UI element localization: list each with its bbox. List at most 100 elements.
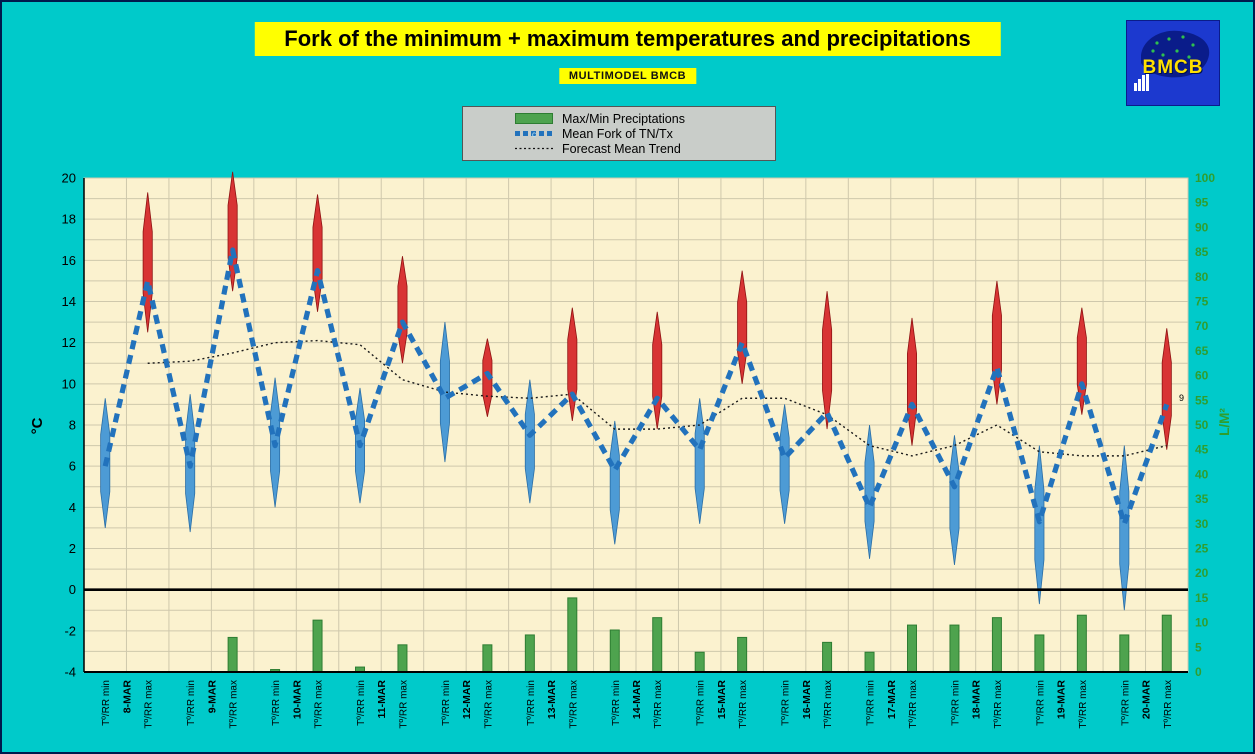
svg-text:Tº/RR min: Tº/RR min [271, 680, 282, 726]
svg-text:Tº/RR max: Tº/RR max [483, 680, 494, 729]
legend-item-trend: Forecast Mean Trend [463, 141, 775, 156]
svg-text:6: 6 [69, 459, 76, 474]
svg-text:Tº/RR max: Tº/RR max [908, 680, 919, 729]
min-temp-fork [1119, 445, 1130, 611]
axes [83, 178, 1188, 673]
svg-text:45: 45 [1195, 443, 1209, 457]
svg-text:10: 10 [62, 376, 76, 391]
right-axis-title: L/M² [1217, 408, 1232, 436]
svg-text:Tº/RR max: Tº/RR max [653, 680, 664, 729]
svg-text:80: 80 [1195, 270, 1209, 284]
page-title: Fork of the minimum + maximum temperatur… [254, 22, 1001, 56]
svg-text:Tº/RR max: Tº/RR max [314, 680, 325, 729]
svg-text:Tº/RR min: Tº/RR min [186, 680, 197, 726]
svg-text:70: 70 [1195, 319, 1209, 333]
svg-text:18: 18 [62, 212, 76, 227]
legend-label: Max/Min Preciptations [562, 111, 685, 126]
svg-text:15: 15 [1195, 591, 1209, 605]
date-label: 12-MAR [461, 680, 473, 720]
precip-bar [991, 617, 1002, 673]
max-temp-fork [1161, 328, 1172, 450]
precip-bar [1161, 614, 1172, 673]
precip-bar [737, 636, 748, 673]
svg-text:14: 14 [62, 294, 76, 309]
mean-fork-line [102, 247, 1170, 527]
svg-text:Tº/RR min: Tº/RR min [526, 680, 537, 726]
svg-text:Tº/RR max: Tº/RR max [1078, 680, 1089, 729]
date-label: 10-MAR [291, 680, 303, 720]
date-label: 16-MAR [801, 680, 813, 720]
precip-bar [482, 644, 493, 673]
x-axis-labels: Tº/RR min Tº/RR max Tº/RR min Tº/RR max Tº/R… [101, 680, 1174, 729]
svg-text:-4: -4 [64, 665, 76, 680]
max-temp-fork [907, 317, 917, 446]
svg-text:Tº/RR min: Tº/RR min [866, 680, 877, 726]
svg-text:90: 90 [1195, 220, 1209, 234]
max-temp-fork [567, 307, 578, 421]
svg-text:95: 95 [1195, 196, 1209, 210]
svg-text:85: 85 [1195, 245, 1209, 259]
legend-item-mean-fork: c Mean Fork of TN/Tx [463, 126, 775, 141]
precip-bar [1034, 634, 1045, 673]
svg-text:10: 10 [1195, 616, 1209, 630]
date-label: 9-MAR [206, 680, 218, 714]
date-label: 13-MAR [546, 680, 558, 720]
legend-item-precipitation: Max/Min Preciptations [463, 111, 775, 126]
svg-text:Tº/RR max: Tº/RR max [993, 680, 1004, 729]
left-axis-title: °C [29, 417, 46, 434]
date-label: 14-MAR [631, 680, 643, 720]
min-temp-fork [779, 404, 790, 524]
trend-line-swatch [514, 142, 554, 155]
svg-text:20: 20 [62, 171, 76, 186]
svg-text:Tº/RR min: Tº/RR min [611, 680, 622, 726]
min-temp-fork [439, 322, 450, 463]
precip-bar [397, 644, 408, 673]
precip-bar [907, 624, 917, 673]
svg-text:Tº/RR max: Tº/RR max [229, 680, 240, 729]
svg-text:25: 25 [1195, 542, 1209, 556]
svg-text:4: 4 [69, 500, 76, 515]
svg-text:Tº/RR min: Tº/RR min [101, 680, 112, 726]
precip-bar [1119, 634, 1130, 673]
svg-text:30: 30 [1195, 517, 1209, 531]
svg-text:5: 5 [1195, 640, 1202, 654]
svg-text:Tº/RR min: Tº/RR min [1035, 680, 1046, 726]
min-temp-fork [524, 379, 535, 504]
svg-text:Tº/RR max: Tº/RR max [398, 680, 409, 729]
svg-text:2: 2 [69, 541, 76, 556]
trend-line [147, 339, 1167, 457]
precip-bar [312, 619, 323, 673]
chart-legend: Max/Min Preciptations c Mean Fork of TN/… [462, 106, 776, 161]
precip-bar [864, 651, 875, 673]
svg-text:Tº/RR min: Tº/RR min [441, 680, 452, 726]
logo-text: BMCB [1142, 57, 1204, 78]
end-value-label: 9 [1179, 393, 1184, 403]
precip-bar [949, 624, 960, 673]
mean-fork-line-swatch: c [514, 127, 554, 140]
svg-text:55: 55 [1195, 393, 1209, 407]
svg-text:20: 20 [1195, 566, 1209, 580]
date-label: 11-MAR [376, 680, 388, 719]
precip-bar [524, 634, 535, 673]
svg-text:Tº/RR min: Tº/RR min [1120, 680, 1131, 726]
svg-text:50: 50 [1195, 418, 1209, 432]
bmcb-logo-map-icon [1134, 30, 1210, 91]
svg-text:Tº/RR max: Tº/RR max [144, 680, 155, 729]
svg-text:Tº/RR min: Tº/RR min [950, 680, 961, 726]
svg-text:0: 0 [1195, 665, 1202, 679]
precip-bar [652, 617, 663, 673]
svg-text:-2: -2 [64, 623, 76, 638]
precip-bar [694, 651, 705, 673]
svg-text:Tº/RR max: Tº/RR max [738, 680, 749, 729]
date-label: 20-MAR [1141, 680, 1153, 720]
svg-text:100: 100 [1195, 171, 1215, 185]
svg-text:12: 12 [62, 335, 76, 350]
svg-text:65: 65 [1195, 344, 1209, 358]
mini-bar-chart-icon [1134, 71, 1149, 91]
left-axis-labels: -4 -2 0 2 4 6 8 10 12 14 16 18 20 [62, 171, 76, 680]
right-axis-labels: 0 5 10 15 20 25 30 35 40 45 50 55 60 65 70 75 80 85 90 95 10… [1195, 171, 1215, 679]
svg-text:8: 8 [69, 418, 76, 433]
max-temp-fork [822, 291, 833, 430]
